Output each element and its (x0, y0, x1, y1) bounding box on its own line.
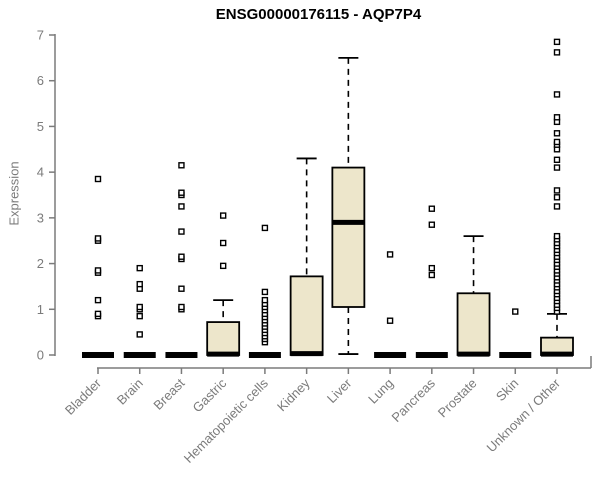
box-Gastric (206, 321, 241, 356)
outlier-point (428, 264, 436, 272)
outlier-point (553, 114, 561, 121)
y-tick-label: 2 (37, 256, 44, 271)
outlier-point (178, 228, 185, 235)
outlier-point (178, 285, 185, 292)
outlier-point (386, 317, 394, 324)
outlier-point (553, 203, 561, 210)
outlier-point (428, 271, 436, 279)
outlier-point (178, 162, 185, 169)
outlier-point (94, 267, 102, 274)
outlier-point (428, 205, 436, 212)
x-tick-label: Gastric (190, 375, 230, 415)
outlier-point (136, 264, 143, 272)
outlier-point (428, 221, 436, 228)
outlier-point (386, 251, 394, 258)
y-axis-title: Expression (6, 161, 22, 226)
x-tick-label: Breast (150, 375, 187, 412)
chart-title: ENSG00000176115 - AQP7P4 (215, 6, 422, 23)
outlier-point (553, 232, 561, 240)
outlier-point (219, 262, 227, 270)
collapsed-box-Bladder (82, 352, 114, 358)
x-tick-label: Lung (365, 376, 396, 407)
collapsed-box-Breast (165, 352, 198, 358)
outlier-point (261, 296, 269, 304)
box-Liver (331, 166, 366, 308)
box-Prostate (456, 292, 491, 356)
collapsed-box-Brain (123, 352, 156, 358)
outlier-point (553, 187, 561, 194)
outlier-point (553, 38, 561, 46)
box-Kidney (289, 275, 324, 356)
outlier-point (553, 49, 561, 56)
x-tick-label: Bladder (62, 375, 105, 418)
y-tick-label: 4 (37, 165, 44, 180)
y-tick-label: 3 (37, 210, 44, 225)
y-tick-label: 6 (37, 73, 44, 88)
x-tick-label: Pancreas (388, 375, 438, 425)
outlier-point (94, 310, 102, 318)
y-tick-label: 0 (37, 348, 44, 363)
y-tick-label: 1 (37, 302, 44, 317)
collapsed-box-Hematopoietic cells (248, 352, 281, 358)
x-tick-label: Liver (324, 375, 355, 406)
outlier-point (94, 235, 102, 242)
outlier-point (553, 156, 561, 164)
outlier-point (178, 203, 185, 210)
y-tick-label: 7 (37, 28, 44, 43)
collapsed-box-Pancreas (415, 352, 448, 358)
outlier-point (136, 303, 143, 311)
outlier-point (553, 91, 561, 98)
outlier-point (178, 189, 185, 196)
outlier-point (553, 138, 561, 146)
collapsed-box-Skin (499, 352, 532, 358)
x-tick-label: Prostate (435, 376, 480, 421)
collapsed-box-Lung (374, 352, 407, 358)
outlier-point (553, 164, 561, 171)
x-tick-label: Brain (114, 376, 146, 408)
outlier-point (94, 175, 102, 183)
outlier-point (512, 308, 519, 315)
x-tick-label: Skin (493, 376, 521, 404)
y-tick-label: 5 (37, 119, 44, 134)
outlier-point (219, 239, 227, 247)
outlier-point (553, 130, 561, 137)
outlier-point (136, 331, 143, 338)
outlier-point (94, 296, 102, 304)
outlier-point (261, 288, 269, 296)
outlier-point (136, 312, 143, 320)
outlier-point (178, 253, 185, 260)
x-tick-label: Unknown / Other (484, 375, 564, 455)
outlier-point (136, 280, 143, 288)
outlier-point (178, 303, 185, 311)
outlier-point (219, 212, 227, 219)
outlier-point (553, 194, 561, 201)
outlier-point (261, 224, 269, 232)
x-tick-label: Kidney (274, 375, 313, 414)
